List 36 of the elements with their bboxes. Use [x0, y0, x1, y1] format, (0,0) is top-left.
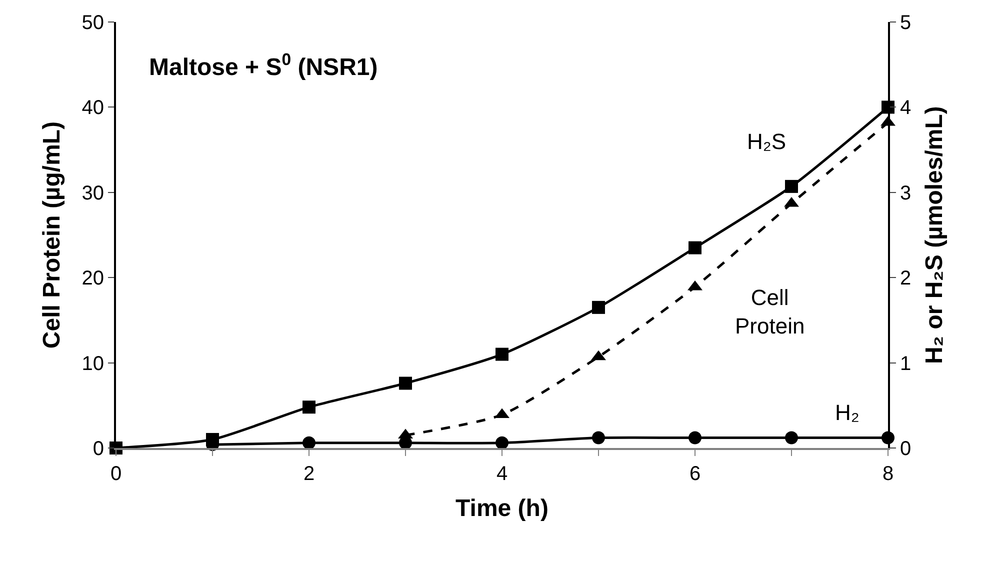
point: [302, 436, 316, 450]
series-label: H₂S: [747, 129, 786, 154]
y-axis-title: Cell Protein (µg/mL): [38, 121, 66, 349]
x-tick-label: 0: [110, 463, 122, 485]
series-label: Cell Protein: [735, 285, 805, 339]
x-tick-label: 8: [882, 463, 894, 485]
x-axis-title: Time (h): [456, 494, 548, 522]
point: [785, 431, 798, 444]
y2-tick-label: 3: [900, 182, 912, 204]
point: [496, 436, 508, 450]
y2-tick-label: 2: [900, 268, 912, 290]
y2-tick-label: 4: [900, 97, 912, 120]
text: Maltose + S$^{0}$ (NSR1): [149, 50, 378, 82]
y-tick-label: 10: [82, 352, 104, 375]
y2-tick-label: 5: [900, 12, 912, 34]
point: [688, 241, 702, 254]
point: [302, 400, 316, 414]
y-tick-label: 50: [82, 12, 104, 34]
y-tick-label: 40: [82, 97, 104, 120]
point: [688, 431, 702, 444]
point: [592, 431, 605, 444]
point: [496, 348, 508, 361]
y-tick-label: 20: [82, 268, 104, 290]
point: [785, 180, 798, 193]
point: [399, 376, 412, 390]
x-tick-label: 2: [303, 463, 315, 485]
point: [592, 300, 605, 314]
point: [206, 432, 219, 446]
y-tick-label: 0: [92, 438, 104, 460]
y2-axis-title: H₂ or H₂S (µmoles/mL): [920, 106, 948, 364]
y-tick-label: 30: [82, 182, 104, 204]
x-tick-label: 4: [496, 463, 508, 485]
y2-tick-label: 0: [900, 438, 912, 460]
y2-tick-label: 1: [900, 352, 912, 375]
series-label: H₂: [835, 400, 860, 425]
x-tick-label: 6: [689, 463, 701, 485]
